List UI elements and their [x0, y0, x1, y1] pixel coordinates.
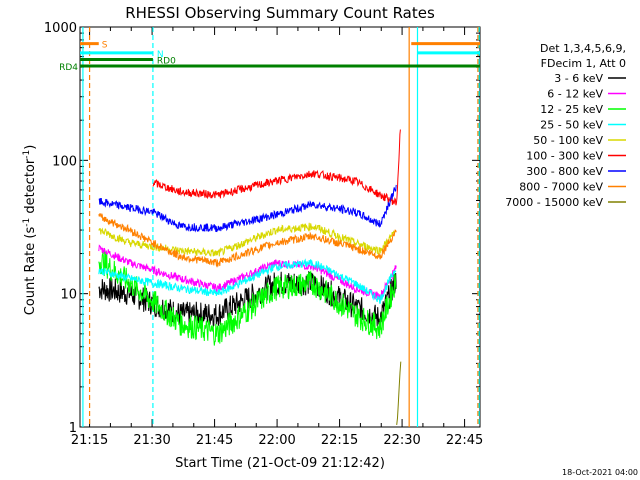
legend-entry-label: 300 - 800 keV	[526, 165, 603, 178]
series-line	[98, 184, 397, 233]
x-tick-label: 21:30	[133, 433, 170, 448]
legend-header: FDecim 1, Att 0	[541, 57, 626, 70]
y-axis-label-part-1: Count Rate (s	[23, 227, 38, 316]
series-line	[98, 222, 397, 257]
series-line	[98, 251, 397, 346]
legend-entry-label: 25 - 50 keV	[540, 119, 603, 132]
chart-title: RHESSI Observing Summary Count Rates	[125, 4, 435, 22]
flag-label: S	[102, 41, 108, 51]
y-tick-label: 1000	[44, 21, 77, 36]
y-axis-label: Count Rate (s-1 detector-1)	[22, 145, 38, 316]
flag-label: RD4	[59, 63, 78, 73]
x-tick-label: 22:00	[258, 433, 295, 448]
y-axis-label-sup-1: -1	[22, 218, 32, 227]
x-tick-label: 21:45	[196, 433, 233, 448]
plot-frame	[79, 26, 481, 428]
y-tick-label: 10	[60, 288, 77, 303]
x-tick-label: 21:15	[71, 433, 108, 448]
legend-header: Det 1,3,4,5,6,9,	[540, 42, 626, 55]
x-axis-label: Start Time (21-Oct-09 21:12:42)	[175, 456, 385, 471]
x-tick-label: 22:30	[383, 433, 420, 448]
y-tick-label: 1	[69, 421, 77, 436]
flag-label: N	[157, 50, 164, 60]
series-line	[98, 258, 397, 304]
footer-timestamp: 18-Oct-2021 04:00	[562, 468, 638, 477]
legend: Det 1,3,4,5,6,9, FDecim 1, Att 0 3 - 6 keV…	[505, 42, 626, 209]
series-line	[152, 129, 401, 206]
x-tick-label: 22:15	[321, 433, 358, 448]
series-line	[98, 213, 397, 269]
x-tick-label: 22:45	[446, 433, 483, 448]
y-tick-label: 100	[52, 154, 77, 169]
flag-label: RD0	[157, 57, 176, 67]
series-line	[396, 361, 402, 425]
series-line	[98, 244, 397, 301]
vertical-markers	[82, 27, 480, 427]
legend-entry-label: 6 - 12 keV	[547, 88, 603, 101]
y-axis-label-part-2: detector	[23, 158, 38, 218]
legend-entry-label: 12 - 25 keV	[540, 103, 603, 116]
legend-entry-label: 3 - 6 keV	[554, 72, 603, 85]
legend-entry-label: 50 - 100 keV	[533, 134, 603, 147]
legend-entry-label: 800 - 7000 keV	[519, 181, 603, 194]
legend-entry-label: 7000 - 15000 keV	[505, 196, 603, 209]
legend-entry-label: 100 - 300 keV	[526, 150, 603, 163]
series-lines	[98, 129, 402, 425]
y-axis-label-sup-2: -1	[22, 150, 32, 159]
y-axis-label-part-3: )	[23, 145, 38, 150]
